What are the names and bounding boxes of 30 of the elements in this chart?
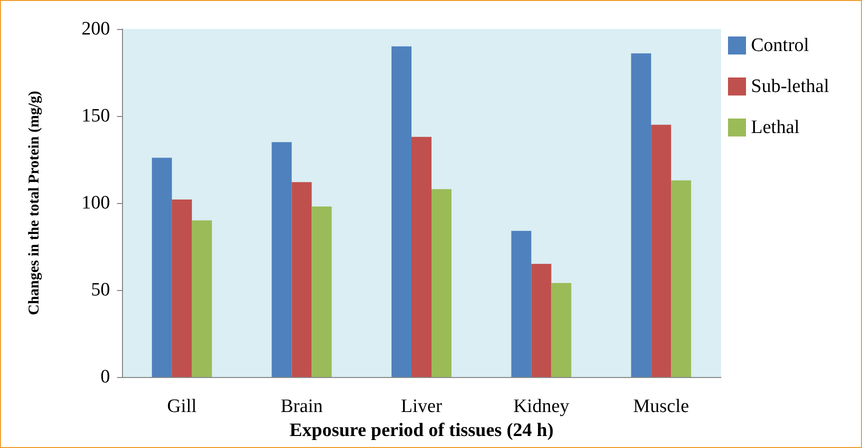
bar — [292, 182, 312, 377]
x-tick-label: Muscle — [633, 396, 690, 417]
x-tick-label: Kidney — [513, 396, 570, 417]
legend-label: Control — [751, 35, 810, 56]
legend-label: Sub-lethal — [751, 76, 830, 97]
x-tick-label: Gill — [167, 396, 197, 417]
bar — [631, 53, 652, 377]
x-tick-label: Liver — [400, 396, 443, 417]
y-tick-label: 0 — [100, 366, 110, 388]
y-tick-label: 200 — [82, 18, 110, 40]
x-tick-label: Brain — [280, 396, 324, 417]
bar — [671, 180, 692, 377]
bar — [412, 136, 432, 377]
y-axis-title: Changes in the total Protein (mg/g) — [26, 90, 42, 316]
bar — [192, 220, 212, 377]
bar — [531, 264, 552, 377]
bar — [551, 283, 572, 377]
bar — [172, 200, 192, 377]
bar — [152, 158, 172, 377]
y-tick-label: 100 — [82, 192, 110, 214]
bar — [392, 46, 412, 377]
x-axis-title: Exposure period of tissues (24 h) — [289, 420, 554, 441]
bar — [312, 206, 332, 377]
legend-label: Lethal — [751, 117, 800, 138]
bar — [651, 124, 672, 377]
bar — [511, 230, 532, 377]
bar — [272, 142, 292, 377]
y-tick-label: 150 — [82, 106, 110, 126]
bar — [432, 189, 452, 377]
y-tick-label: 50 — [91, 280, 110, 300]
